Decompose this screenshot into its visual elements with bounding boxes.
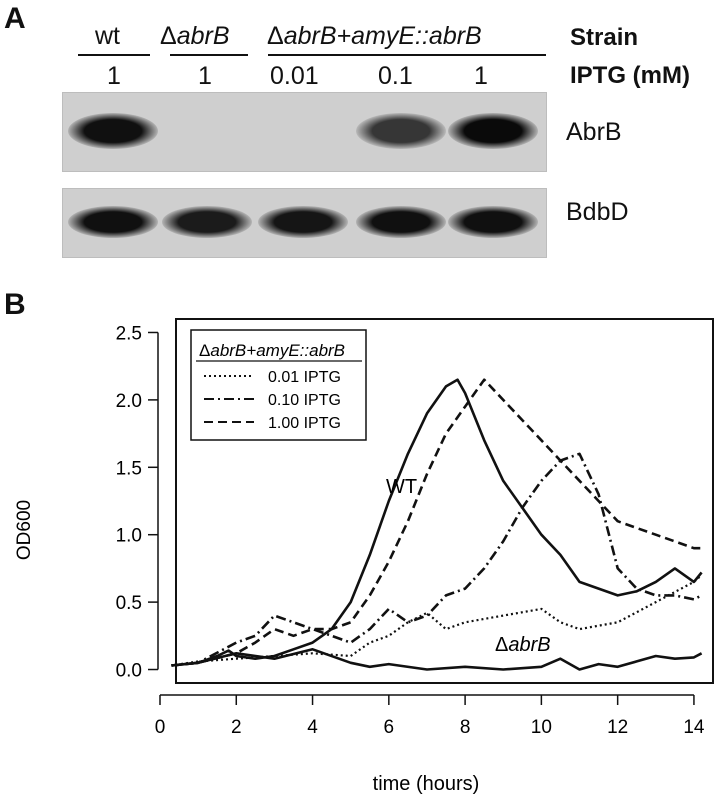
strain-complement-suffix: +amyE::abrB [336, 22, 482, 50]
x-axis-label: time (hours) [373, 773, 480, 795]
strain-wt-label: wt [95, 22, 120, 51]
iptg-value-lane-4: 0.1 [378, 62, 413, 90]
strain-delta-abrb-underline [170, 54, 248, 56]
strain-complement-gene: abrB [283, 22, 337, 50]
plot-frame [175, 318, 714, 684]
abrb-blot-label: AbrB [566, 118, 622, 146]
iptg-value-lane-2: 1 [198, 62, 212, 90]
chart-axes: 0 2 4 6 8 10 12 14 0.0 0.5 1.0 1.5 2.0 2.5 [116, 318, 714, 738]
band-bdbd-lane-3 [258, 206, 348, 238]
band-abrb-lane-4 [356, 113, 446, 149]
delta-abrb-annotation: ΔabrB [495, 634, 551, 656]
band-bdbd-lane-1 [68, 206, 158, 238]
strain-delta-gene: abrB [176, 22, 230, 50]
strain-complement-label: ΔabrB+amyE::abrB [267, 22, 482, 51]
series-line-0-01-iptg [171, 574, 703, 667]
series-line-1-00-iptg [171, 378, 702, 667]
band-abrb-lane-1 [68, 113, 158, 149]
y-tick-label: 1.0 [116, 526, 142, 547]
x-tick-label: 6 [384, 717, 395, 738]
series-line--abrb [171, 647, 703, 671]
strain-header: Strain [570, 24, 639, 51]
band-abrb-lane-5 [448, 113, 538, 149]
x-tick-label: 0 [155, 717, 166, 738]
band-bdbd-lane-5 [448, 206, 538, 238]
legend-entry-label: 1.00 IPTG [268, 415, 341, 432]
strain-complement-delta: Δ [267, 22, 284, 50]
panel-a-label: A [4, 2, 26, 35]
strain-wt-underline [78, 54, 150, 56]
series-line-wt [171, 378, 703, 667]
x-tick-label: 2 [231, 717, 242, 738]
chart-series [171, 378, 703, 671]
wt-annotation: WT [386, 476, 417, 498]
series-line-0-10-iptg [171, 452, 703, 667]
strain-delta-abrb-label: ΔabrB [160, 22, 230, 51]
strain-complement-underline [268, 54, 546, 56]
y-tick-label: 2.5 [116, 323, 142, 344]
y-tick-label: 2.0 [116, 391, 142, 412]
iptg-value-lane-3: 0.01 [270, 62, 319, 90]
iptg-header: IPTG (mM) [570, 62, 690, 89]
x-tick-label: 12 [607, 717, 628, 738]
iptg-value-lane-5: 1 [474, 62, 488, 90]
iptg-value-lane-1: 1 [107, 62, 121, 90]
legend-entry-label: 0.01 IPTG [268, 369, 341, 386]
legend-entry-label: 0.10 IPTG [268, 392, 341, 409]
band-bdbd-lane-4 [356, 206, 446, 238]
y-axis-label: OD600 [14, 500, 35, 560]
legend-title: ΔabrB+amyE::abrB [199, 341, 345, 360]
x-tick-label: 4 [307, 717, 318, 738]
panel-b-label: B [4, 288, 26, 321]
strain-wt-name: wt [95, 22, 120, 50]
y-tick-label: 0.5 [116, 593, 142, 614]
x-tick-label: 14 [683, 717, 705, 738]
x-tick-label: 8 [460, 717, 471, 738]
y-tick-label: 1.5 [116, 458, 142, 479]
band-bdbd-lane-2 [162, 206, 252, 238]
y-tick-label: 0.0 [116, 661, 142, 682]
strain-delta-symbol: Δ [160, 22, 177, 50]
bdbd-blot-label: BdbD [566, 198, 629, 226]
x-tick-label: 10 [531, 717, 552, 738]
